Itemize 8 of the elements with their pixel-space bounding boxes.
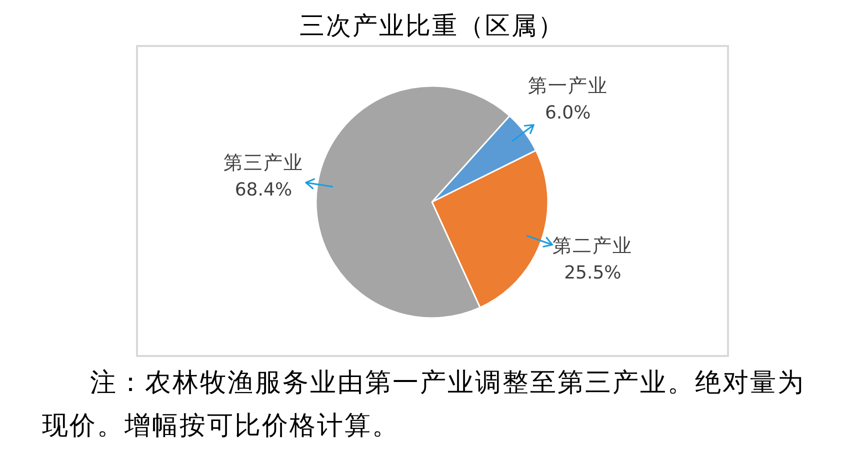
- data-label: 6.0%: [544, 102, 591, 124]
- data-label: 25.5%: [564, 262, 622, 284]
- slice-label: 第一产业: [528, 74, 608, 97]
- slice-label: 第二产业: [552, 235, 633, 258]
- data-label: 68.4%: [234, 180, 292, 201]
- chart-title: 三次产业比重（区属）: [300, 11, 564, 40]
- slice-label: 第三产业: [223, 152, 304, 174]
- text: 注：农林牧渔服务业由第一产业调整至第三产业。绝对量为现价。增幅按可比价格计算。: [42, 367, 806, 443]
